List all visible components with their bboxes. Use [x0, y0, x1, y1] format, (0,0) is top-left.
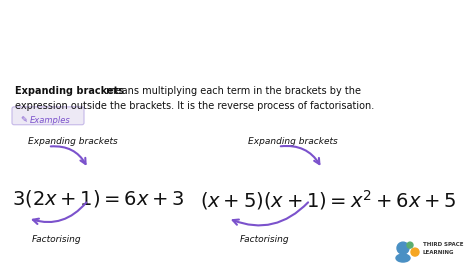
Text: Expanding brackets: Expanding brackets — [248, 137, 338, 146]
Circle shape — [397, 242, 409, 254]
FancyBboxPatch shape — [12, 107, 84, 125]
Circle shape — [407, 242, 413, 248]
Text: THIRD SPACE: THIRD SPACE — [423, 242, 464, 247]
Text: Expanding Brackets: Expanding Brackets — [19, 28, 268, 48]
Text: Examples: Examples — [30, 116, 71, 125]
Text: Expanding brackets: Expanding brackets — [28, 137, 118, 146]
Text: $3(2x+1)=6x+3$: $3(2x+1)=6x+3$ — [12, 188, 184, 209]
Circle shape — [411, 248, 419, 256]
Text: means multiplying each term in the brackets by the: means multiplying each term in the brack… — [103, 86, 361, 96]
Text: $(x+5)(x+1)=x^2+6x+5$: $(x+5)(x+1)=x^2+6x+5$ — [200, 188, 456, 212]
Text: Expanding brackets: Expanding brackets — [15, 86, 124, 96]
Text: ✎: ✎ — [20, 116, 27, 125]
Text: Factorising: Factorising — [32, 235, 82, 244]
Text: Factorising: Factorising — [240, 235, 290, 244]
Text: LEARNING: LEARNING — [423, 250, 455, 255]
Text: expression outside the brackets. It is the reverse process of factorisation.: expression outside the brackets. It is t… — [15, 101, 374, 111]
Ellipse shape — [396, 254, 410, 262]
